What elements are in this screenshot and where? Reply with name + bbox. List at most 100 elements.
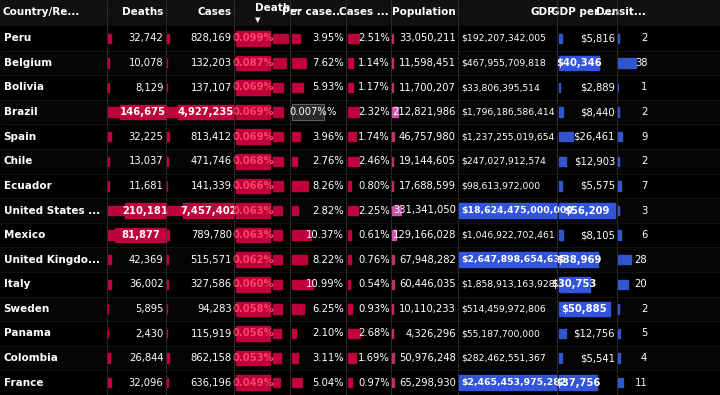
Text: 0.062%: 0.062% bbox=[232, 255, 274, 265]
Text: 0.099%: 0.099% bbox=[233, 33, 274, 43]
Text: 42,369: 42,369 bbox=[129, 255, 163, 265]
Bar bbox=[167, 34, 168, 43]
Text: $37,756: $37,756 bbox=[555, 378, 600, 388]
Bar bbox=[0, 51, 720, 75]
Bar bbox=[618, 58, 636, 68]
Bar bbox=[236, 56, 270, 70]
Bar bbox=[348, 206, 359, 215]
Bar bbox=[292, 378, 302, 387]
Bar bbox=[292, 206, 297, 215]
Text: United States ...: United States ... bbox=[4, 205, 100, 216]
Text: 2: 2 bbox=[641, 33, 647, 43]
Bar bbox=[292, 83, 303, 92]
Bar bbox=[0, 0, 720, 26]
Bar bbox=[618, 280, 628, 289]
Text: 2.82%: 2.82% bbox=[312, 205, 344, 216]
Bar bbox=[559, 83, 560, 92]
Bar bbox=[559, 354, 562, 363]
Text: 60,446,035: 60,446,035 bbox=[399, 279, 456, 289]
Text: 0.007%: 0.007% bbox=[289, 107, 327, 117]
Text: Spain: Spain bbox=[4, 132, 37, 142]
Text: 94,283: 94,283 bbox=[197, 304, 232, 314]
Text: $98,613,972,000: $98,613,972,000 bbox=[461, 181, 540, 190]
Text: $1,237,255,019,654: $1,237,255,019,654 bbox=[461, 132, 554, 141]
Text: $1,046,922,702,461: $1,046,922,702,461 bbox=[461, 231, 554, 240]
Bar bbox=[236, 80, 270, 95]
Bar bbox=[459, 252, 557, 267]
Bar bbox=[292, 34, 300, 43]
Text: 2: 2 bbox=[641, 156, 647, 166]
Text: 4,326,296: 4,326,296 bbox=[405, 329, 456, 339]
Bar bbox=[559, 203, 616, 218]
Text: 11,700,207: 11,700,207 bbox=[399, 83, 456, 92]
Bar bbox=[236, 301, 270, 316]
Text: 5,895: 5,895 bbox=[135, 304, 163, 314]
Bar bbox=[108, 181, 109, 190]
Bar bbox=[348, 304, 352, 314]
Text: 515,571: 515,571 bbox=[191, 255, 232, 265]
Text: 8.26%: 8.26% bbox=[312, 181, 344, 191]
Text: $467,955,709,818: $467,955,709,818 bbox=[461, 58, 546, 68]
Text: Brazil: Brazil bbox=[4, 107, 37, 117]
Text: 3: 3 bbox=[641, 205, 647, 216]
Bar bbox=[348, 354, 356, 363]
Text: 11,681: 11,681 bbox=[129, 181, 163, 191]
Bar bbox=[618, 255, 631, 264]
Text: Panama: Panama bbox=[4, 329, 50, 339]
Text: 6.25%: 6.25% bbox=[312, 304, 344, 314]
Text: 2.32%: 2.32% bbox=[358, 107, 390, 117]
Text: 7.62%: 7.62% bbox=[312, 58, 344, 68]
Bar bbox=[559, 181, 562, 190]
Bar bbox=[273, 107, 284, 117]
Text: GDP: GDP bbox=[531, 7, 555, 17]
Text: $26,461: $26,461 bbox=[574, 132, 615, 142]
Text: $5,816: $5,816 bbox=[580, 33, 615, 43]
Text: $247,027,912,574: $247,027,912,574 bbox=[461, 157, 546, 166]
Bar bbox=[273, 255, 282, 264]
Text: 0.069%: 0.069% bbox=[232, 107, 274, 117]
Bar bbox=[273, 132, 284, 141]
Bar bbox=[348, 58, 353, 68]
Text: 1.74%: 1.74% bbox=[358, 132, 390, 142]
Text: $38,969: $38,969 bbox=[556, 255, 601, 265]
Bar bbox=[167, 378, 168, 387]
Bar bbox=[292, 157, 297, 166]
Bar bbox=[167, 107, 177, 117]
Text: 20: 20 bbox=[634, 279, 647, 289]
Bar bbox=[108, 157, 109, 166]
Text: 0.060%: 0.060% bbox=[232, 279, 274, 289]
Bar bbox=[167, 255, 168, 264]
Text: Peru: Peru bbox=[4, 33, 31, 43]
Text: 50,976,248: 50,976,248 bbox=[399, 353, 456, 363]
Bar bbox=[0, 346, 720, 371]
Bar bbox=[559, 34, 562, 43]
Text: $55,187,700,000: $55,187,700,000 bbox=[461, 329, 540, 338]
Text: 0.066%: 0.066% bbox=[232, 181, 274, 191]
Bar bbox=[559, 301, 610, 316]
Bar bbox=[0, 124, 720, 149]
Bar bbox=[167, 132, 168, 141]
Bar bbox=[392, 34, 393, 43]
Text: 10.99%: 10.99% bbox=[306, 279, 344, 289]
Bar bbox=[559, 107, 563, 117]
Text: GDP per ...: GDP per ... bbox=[551, 7, 615, 17]
Bar bbox=[167, 206, 182, 215]
Bar bbox=[120, 105, 166, 119]
Text: 636,196: 636,196 bbox=[191, 378, 232, 388]
Bar bbox=[392, 132, 394, 141]
Bar bbox=[292, 181, 307, 190]
Text: $33,806,395,514: $33,806,395,514 bbox=[461, 83, 540, 92]
Text: Chile: Chile bbox=[4, 156, 33, 166]
Bar bbox=[236, 375, 270, 390]
Text: 0.087%: 0.087% bbox=[232, 58, 274, 68]
Bar bbox=[273, 157, 283, 166]
Text: %: % bbox=[327, 107, 336, 117]
Bar bbox=[0, 26, 720, 51]
Text: 11,598,451: 11,598,451 bbox=[399, 58, 456, 68]
Bar bbox=[108, 132, 111, 141]
Bar bbox=[167, 157, 168, 166]
Text: $40,346: $40,346 bbox=[557, 58, 602, 68]
Text: 7,457,402: 7,457,402 bbox=[180, 205, 237, 216]
Bar bbox=[108, 58, 109, 68]
Bar bbox=[392, 206, 401, 215]
